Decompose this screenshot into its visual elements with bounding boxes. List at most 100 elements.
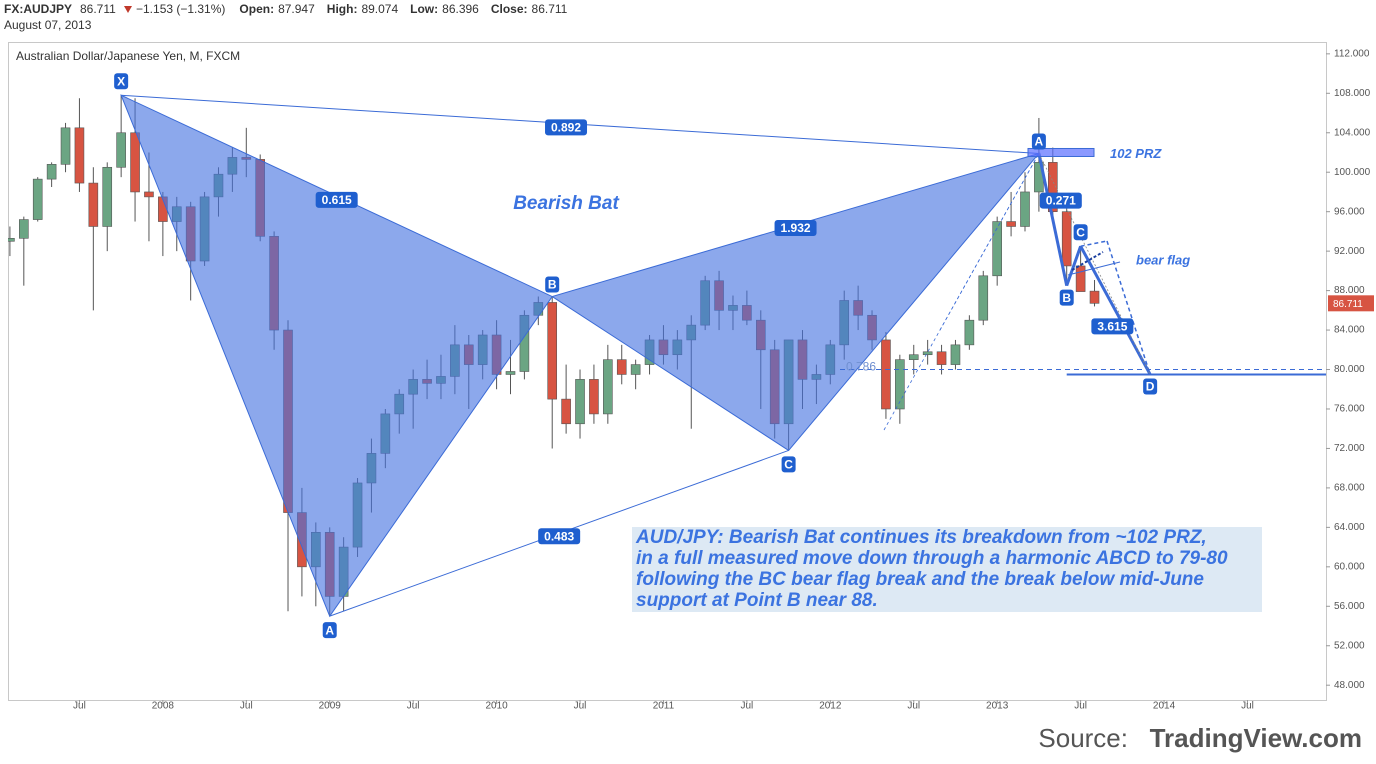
label-badge [1031,133,1046,150]
pattern-line [1067,261,1121,276]
y-tick-label: 88.000 [1334,285,1365,296]
pattern-line [1038,153,1151,375]
candle-body [603,359,613,415]
candle-body [561,398,571,425]
note-line: AUD/JPY: Bearish Bat continues its break… [635,527,1207,548]
flag-label: bear flag [1136,252,1190,267]
candle-body [88,182,99,227]
note-line: following the BC bear flag break and the… [636,569,1204,590]
label-badge [1091,318,1134,335]
y-tick-label: 52.000 [1334,640,1365,651]
y-tick-label: 80.000 [1334,364,1365,375]
candle-body [575,379,585,425]
candle-body [130,132,140,193]
y-tick-label: 104.000 [1334,127,1371,138]
candle-body [895,359,905,410]
x-tick-label: Jul [407,701,420,712]
level-label: 0.786 [846,360,876,374]
x-tick-label: Jul [907,701,920,712]
note-line: support at Point B near 88. [636,590,878,611]
candle-body [908,354,919,360]
symbol: FX:AUDJPY [4,2,72,16]
badge-text: A [325,623,334,637]
label-badge [545,276,560,293]
x-tick-label: 2013 [986,701,1009,712]
x-tick-label: Jul [1074,701,1087,712]
candle-body [1061,211,1072,267]
candle-body [1089,290,1100,304]
x-tick-label: 2009 [319,701,342,712]
label-badge [545,119,588,136]
field-value: 89.074 [361,2,398,16]
label-badge [538,528,581,545]
pattern-line [1079,245,1152,376]
candle-body [1075,265,1086,292]
x-tick-label: Jul [1241,701,1254,712]
candle-body [8,238,15,242]
candle-body [74,127,85,184]
field-value: 86.711 [532,2,568,16]
x-tick-label: Jul [73,701,86,712]
prz-label: 102 PRZ [1110,146,1162,161]
y-tick-label: 92.000 [1334,246,1365,257]
badge-text: B [1062,291,1071,305]
label-badge [1059,289,1074,306]
label-badge [315,191,358,208]
y-tick-label: 48.000 [1334,680,1365,691]
candle-body [616,359,627,375]
plot [8,94,1326,618]
candle-body [1006,221,1016,227]
change: −1.153 (−1.31%) [136,2,225,16]
x-tick-label: Jul [240,701,253,712]
x-tick-label: 2011 [653,701,675,712]
label-badge [322,622,337,639]
badge-text: 0.483 [544,529,574,543]
pattern-name: Bearish Bat [513,193,619,214]
candle-body [630,364,641,375]
y-tick-label: 100.000 [1334,167,1371,178]
field-value: 86.396 [442,2,479,16]
candle-body [46,164,57,180]
down-arrow [124,6,132,13]
x-tick-label: 2008 [152,701,175,712]
candle-body [505,371,516,375]
last-price-box [1328,295,1374,312]
chart-title: Australian Dollar/Japanese Yen, M, FXCM [16,49,240,63]
label-badge [1039,192,1082,209]
field-label: Open: [239,2,274,16]
candle-body [116,132,126,168]
field-label: High: [327,2,358,16]
y-tick-label: 96.000 [1334,206,1365,217]
x-tick-label: 2010 [485,701,508,712]
x-tick-label: Jul [574,701,587,712]
pattern-line [1071,251,1104,271]
candle-body [19,219,29,239]
badge-text: 0.892 [551,121,581,135]
candle-body [547,302,558,400]
candle-body [1020,191,1030,227]
x-tick-label: 2014 [1153,701,1176,712]
badge-text: A [1035,135,1044,149]
candle-body [978,275,989,321]
label-badge [1073,224,1088,241]
label-badge [114,73,129,90]
y-tick-label: 68.000 [1334,483,1365,494]
pattern-line [939,153,1040,331]
candle-body [32,178,43,220]
badge-text: C [784,458,793,472]
field-label: Low: [410,2,438,16]
source-label: Source: [1038,723,1128,753]
label-badge [1143,378,1158,395]
date: August 07, 2013 [4,18,92,32]
badge-text: B [548,278,557,292]
pattern-line [1080,240,1108,247]
header: FX:AUDJPY 86.711 −1.153 (−1.31%) August … [4,2,225,32]
candle-body [936,351,947,365]
candle-body [102,166,113,227]
candle-body [589,379,599,415]
y-tick-label: 112.000 [1334,48,1370,59]
candle-body [60,127,71,165]
candle-body [964,319,975,346]
candle-body [1048,162,1058,212]
pattern-line [1037,153,1069,286]
